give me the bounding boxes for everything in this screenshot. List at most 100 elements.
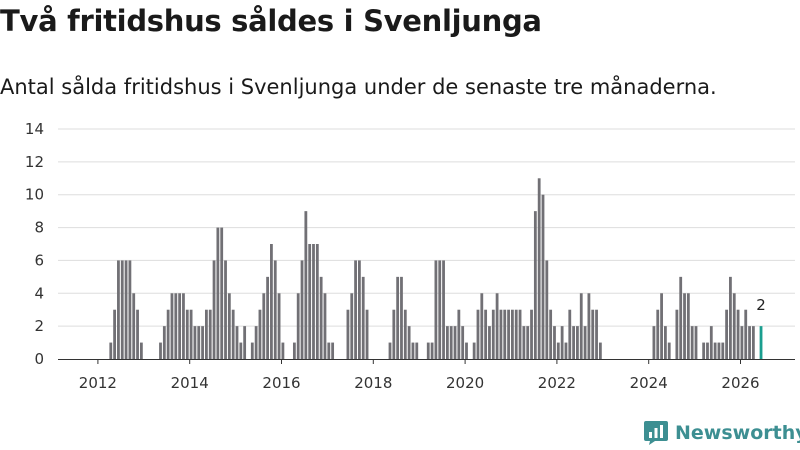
y-tick-label: 12 (25, 153, 44, 171)
bar (346, 309, 350, 359)
bar (713, 342, 717, 359)
bar (170, 293, 174, 359)
bar (495, 293, 499, 359)
bar (174, 293, 178, 359)
bar (598, 342, 602, 359)
bar (526, 326, 530, 359)
bar (201, 326, 204, 359)
bar (533, 211, 537, 359)
y-tick-label: 0 (34, 350, 44, 368)
newsworthy-logo: Newsworthy (644, 420, 800, 446)
x-tick-label: 2012 (79, 374, 117, 392)
bar (732, 293, 736, 359)
bar (403, 309, 407, 359)
x-tick-label: 2020 (446, 374, 484, 392)
bar (205, 309, 208, 359)
bar (664, 326, 667, 359)
x-tick-label: 2018 (354, 374, 392, 392)
bar (208, 309, 212, 359)
bar (189, 309, 193, 359)
bar (239, 342, 243, 359)
bar (235, 326, 239, 359)
y-tick-label: 2 (34, 317, 44, 335)
bar (113, 309, 116, 359)
bar (312, 244, 315, 359)
bar (220, 227, 224, 359)
bar (507, 309, 510, 359)
bar (361, 276, 365, 359)
bar (128, 260, 132, 359)
bar (690, 326, 694, 359)
bar (411, 342, 415, 359)
bar (185, 309, 189, 359)
bar (453, 326, 457, 359)
bar (231, 309, 235, 359)
bar (530, 309, 533, 359)
bar (457, 309, 461, 359)
x-tick-label: 2014 (171, 374, 209, 392)
bar (109, 342, 113, 359)
bar (430, 342, 434, 359)
bar (556, 342, 560, 359)
bar (656, 309, 660, 359)
chart-subtitle: Antal sålda fritidshus i Svenljunga unde… (0, 75, 717, 99)
bar (243, 326, 247, 359)
bar (522, 326, 526, 359)
bar (438, 260, 442, 359)
bar (717, 342, 721, 359)
bar (553, 326, 556, 359)
bar (587, 293, 591, 359)
bar (595, 309, 598, 359)
bar (442, 260, 445, 359)
bar (358, 260, 361, 359)
bar (748, 326, 751, 359)
bar (224, 260, 227, 359)
bar (476, 309, 480, 359)
bar (407, 326, 411, 359)
bar (679, 276, 683, 359)
y-tick-label: 8 (34, 219, 44, 237)
bar (545, 260, 549, 359)
bar (503, 309, 507, 359)
bar (117, 260, 120, 359)
bar (327, 342, 331, 359)
bar (296, 293, 300, 359)
y-axis-labels: 0 2 4 6 8 10 12 14 (25, 120, 44, 368)
bar (579, 293, 583, 359)
bar (281, 342, 285, 359)
bar (518, 309, 522, 359)
bar (193, 326, 197, 359)
bar-latest (759, 326, 763, 359)
bar (572, 326, 575, 359)
bar (273, 260, 277, 359)
bar (166, 309, 170, 359)
bar (488, 326, 491, 359)
bar (491, 309, 495, 359)
bar (736, 309, 740, 359)
bar (277, 293, 281, 359)
x-tick-label: 2016 (262, 374, 300, 392)
bar (396, 276, 400, 359)
bar (583, 326, 587, 359)
newsworthy-logo-icon (644, 421, 668, 445)
bar-chart: 0 2 4 6 8 10 12 14 2012 2014 2016 2018 2020 2022 2024… (25, 120, 795, 392)
bar (683, 293, 686, 359)
bar (675, 309, 679, 359)
bar (686, 293, 690, 359)
bar (465, 342, 468, 359)
bar (354, 260, 357, 359)
bar (499, 309, 503, 359)
chart-title: Två fritidshus såldes i Svenljunga (0, 4, 542, 38)
bar (461, 326, 465, 359)
bar (729, 276, 732, 359)
annotations: 2 (756, 296, 766, 314)
bar (315, 244, 319, 359)
bar (350, 293, 354, 359)
bar (484, 309, 488, 359)
bar (445, 326, 449, 359)
bar (388, 342, 392, 359)
bar (751, 326, 755, 359)
bar (568, 309, 572, 359)
bar (250, 342, 254, 359)
latest-value-label: 2 (756, 296, 766, 314)
